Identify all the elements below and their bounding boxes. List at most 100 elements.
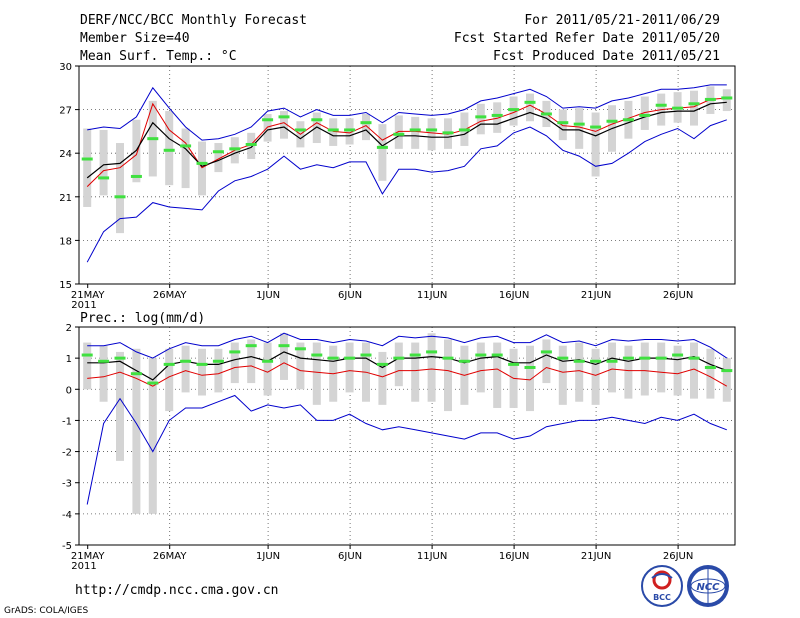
year-label: 2011 <box>71 300 96 311</box>
ensemble-box <box>378 124 387 181</box>
observation-mark <box>688 102 700 106</box>
y-tick-label: -3 <box>62 479 72 490</box>
observation-mark <box>98 359 110 363</box>
observation-mark <box>245 142 257 146</box>
observation-mark <box>147 381 159 385</box>
footer-url[interactable]: http://cmdp.ncc.cma.gov.cn <box>75 583 279 598</box>
ensemble-box <box>214 143 223 173</box>
ensemble-box <box>558 345 567 405</box>
observation-mark <box>557 356 569 360</box>
ensemble-box <box>165 111 174 186</box>
observation-mark <box>278 115 290 119</box>
observation-mark <box>114 356 126 360</box>
observation-mark <box>655 356 667 360</box>
ensemble-box <box>181 128 190 189</box>
ensemble-box <box>722 89 731 112</box>
bcc-logo-text: BCC <box>653 593 671 602</box>
ensemble-box <box>83 128 92 207</box>
ensemble-box <box>493 342 502 408</box>
observation-mark <box>376 145 388 149</box>
ensemble-box <box>608 342 616 393</box>
observation-mark <box>721 96 733 100</box>
ensemble-box <box>493 102 502 133</box>
observation-mark <box>81 353 93 357</box>
y-tick-label: -1 <box>62 416 72 427</box>
temp-panel-label: Mean Surf. Temp.: °C <box>80 49 237 64</box>
y-tick-label: 18 <box>59 236 72 247</box>
observation-mark <box>458 128 470 132</box>
y-tick-label: 27 <box>59 106 72 117</box>
ensemble-box <box>575 108 584 149</box>
precip-panel-label: Prec.: log(mm/d) <box>80 311 205 326</box>
ensemble-max-line <box>87 332 728 359</box>
y-tick-label: -2 <box>62 448 72 459</box>
y-tick-label: 24 <box>59 149 72 160</box>
ensemble-box <box>394 342 403 387</box>
ensemble-box <box>329 118 338 146</box>
observation-mark <box>655 103 667 107</box>
observation-mark <box>590 359 602 363</box>
observation-mark <box>147 137 159 141</box>
member-size-label: Member Size=40 <box>80 31 190 46</box>
observation-mark <box>262 359 274 363</box>
x-tick-label: 1JUN <box>256 290 280 301</box>
ensemble-box <box>312 342 321 405</box>
observation-mark <box>606 359 618 363</box>
ensemble-box <box>362 113 370 141</box>
observation-mark <box>524 100 536 104</box>
x-tick-label: 6JUN <box>338 551 362 562</box>
observation-mark <box>704 97 716 101</box>
observation-mark <box>426 350 438 354</box>
observation-mark <box>491 113 503 117</box>
observation-mark <box>622 356 634 360</box>
observation-mark <box>672 353 684 357</box>
year-label: 2011 <box>71 561 96 572</box>
ensemble-box <box>198 348 206 396</box>
ensemble-box <box>116 351 124 461</box>
observation-mark <box>540 112 552 116</box>
observation-mark <box>311 353 323 357</box>
observation-mark <box>327 128 339 132</box>
y-tick-label: -5 <box>62 541 72 552</box>
y-tick-label: 15 <box>59 280 72 291</box>
y-tick-label: 21 <box>59 193 72 204</box>
observation-mark <box>212 359 224 363</box>
plot-frame <box>78 65 736 285</box>
ensemble-mean-line <box>86 101 727 179</box>
observation-mark <box>344 128 356 132</box>
ensemble-box <box>476 342 485 393</box>
observation-mark <box>360 121 372 125</box>
ncc-logo-text: NCC <box>696 582 720 593</box>
ensemble-box <box>132 348 141 514</box>
ensemble-box <box>542 339 551 384</box>
x-tick-label: 21JUN <box>581 290 611 301</box>
observation-mark <box>606 119 618 123</box>
observation-mark <box>196 362 208 366</box>
observation-mark <box>721 369 733 373</box>
ensemble-box <box>558 109 567 141</box>
ensemble-box <box>690 90 698 126</box>
x-tick-label: 1JUN <box>256 551 280 562</box>
x-tick-label: 26MAY <box>153 551 187 562</box>
ensemble-median-line <box>86 97 727 187</box>
ensemble-box <box>624 345 633 399</box>
ensemble-box <box>247 339 256 384</box>
fcst-started-date: Fcst Started Refer Date 2011/05/20 <box>454 31 720 46</box>
x-tick-label: 11JUN <box>417 551 447 562</box>
x-tick-label: 6JUN <box>338 290 362 301</box>
observation-mark <box>442 131 454 135</box>
observation-mark <box>393 132 405 136</box>
observation-mark <box>393 356 405 360</box>
observation-mark <box>639 356 651 360</box>
ensemble-box <box>640 342 649 396</box>
observation-mark <box>508 362 520 366</box>
observation-mark <box>229 350 241 354</box>
ensemble-box <box>83 342 92 390</box>
y-tick-label: 30 <box>59 62 72 73</box>
ensemble-box <box>575 342 584 402</box>
ensemble-min-line <box>86 119 727 263</box>
precipitation-panel: -5 -4 -3 -2 -1 0 1 2 21MAY 26MAY 1JUN 6JUN 11JUN 16JU… <box>62 323 736 572</box>
observation-mark <box>294 347 306 351</box>
ensemble-mean-line <box>87 351 728 381</box>
